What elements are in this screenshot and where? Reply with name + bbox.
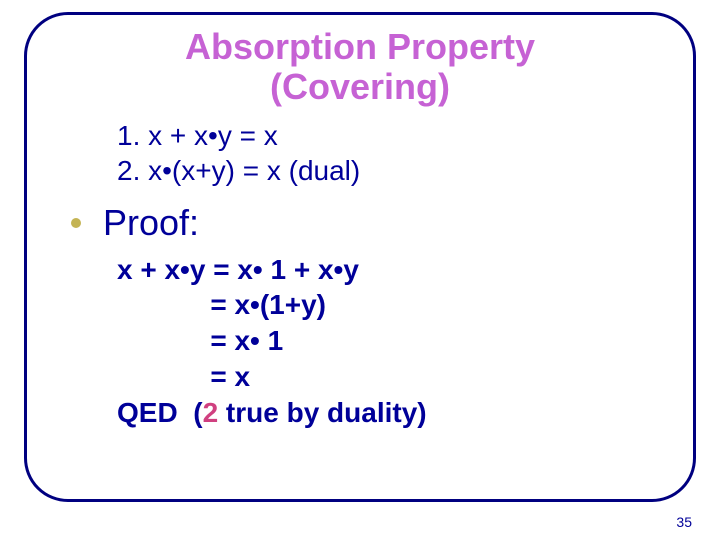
proof-step-2: = x•(1+y): [117, 287, 665, 323]
qed-suffix: true by duality): [218, 397, 426, 428]
slide-frame: Absorption Property (Covering) 1. x + x•…: [24, 12, 696, 502]
qed-two: 2: [203, 397, 219, 428]
proof-step-3: = x• 1: [117, 323, 665, 359]
qed-prefix: QED (: [117, 397, 203, 428]
page-number: 35: [676, 514, 692, 530]
proof-body: x + x•y = x• 1 + x•y = x•(1+y) = x• 1 = …: [117, 252, 665, 431]
qed-line: QED (2 true by duality): [117, 395, 665, 431]
slide-title: Absorption Property (Covering): [55, 27, 665, 108]
bullet-icon: [71, 218, 81, 228]
equations-block: 1. x + x•y = x 2. x•(x+y) = x (dual): [117, 118, 665, 188]
proof-step-4: = x: [117, 359, 665, 395]
equation-2: 2. x•(x+y) = x (dual): [117, 153, 665, 188]
equation-1: 1. x + x•y = x: [117, 118, 665, 153]
title-line-2: (Covering): [55, 67, 665, 107]
proof-step-1: x + x•y = x• 1 + x•y: [117, 252, 665, 288]
proof-header: Proof:: [71, 202, 665, 244]
title-line-1: Absorption Property: [55, 27, 665, 67]
proof-label: Proof:: [103, 202, 199, 244]
